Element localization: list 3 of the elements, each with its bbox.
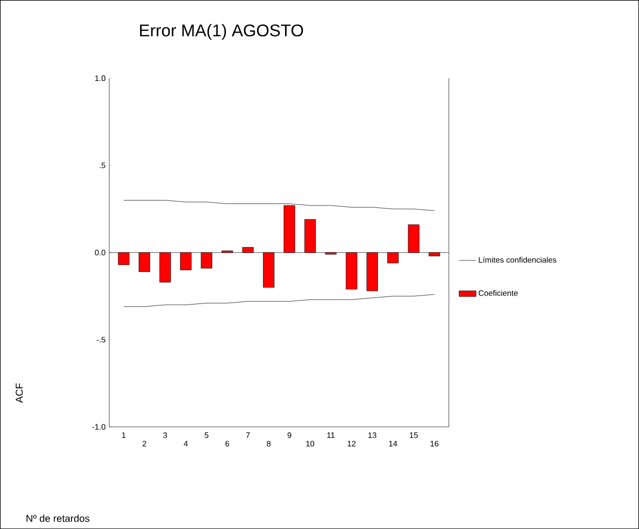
text: Nº de retardos <box>26 514 90 522</box>
text: ACF <box>16 383 23 403</box>
chart-title: Error MA(1) AGOSTO <box>140 24 304 40</box>
